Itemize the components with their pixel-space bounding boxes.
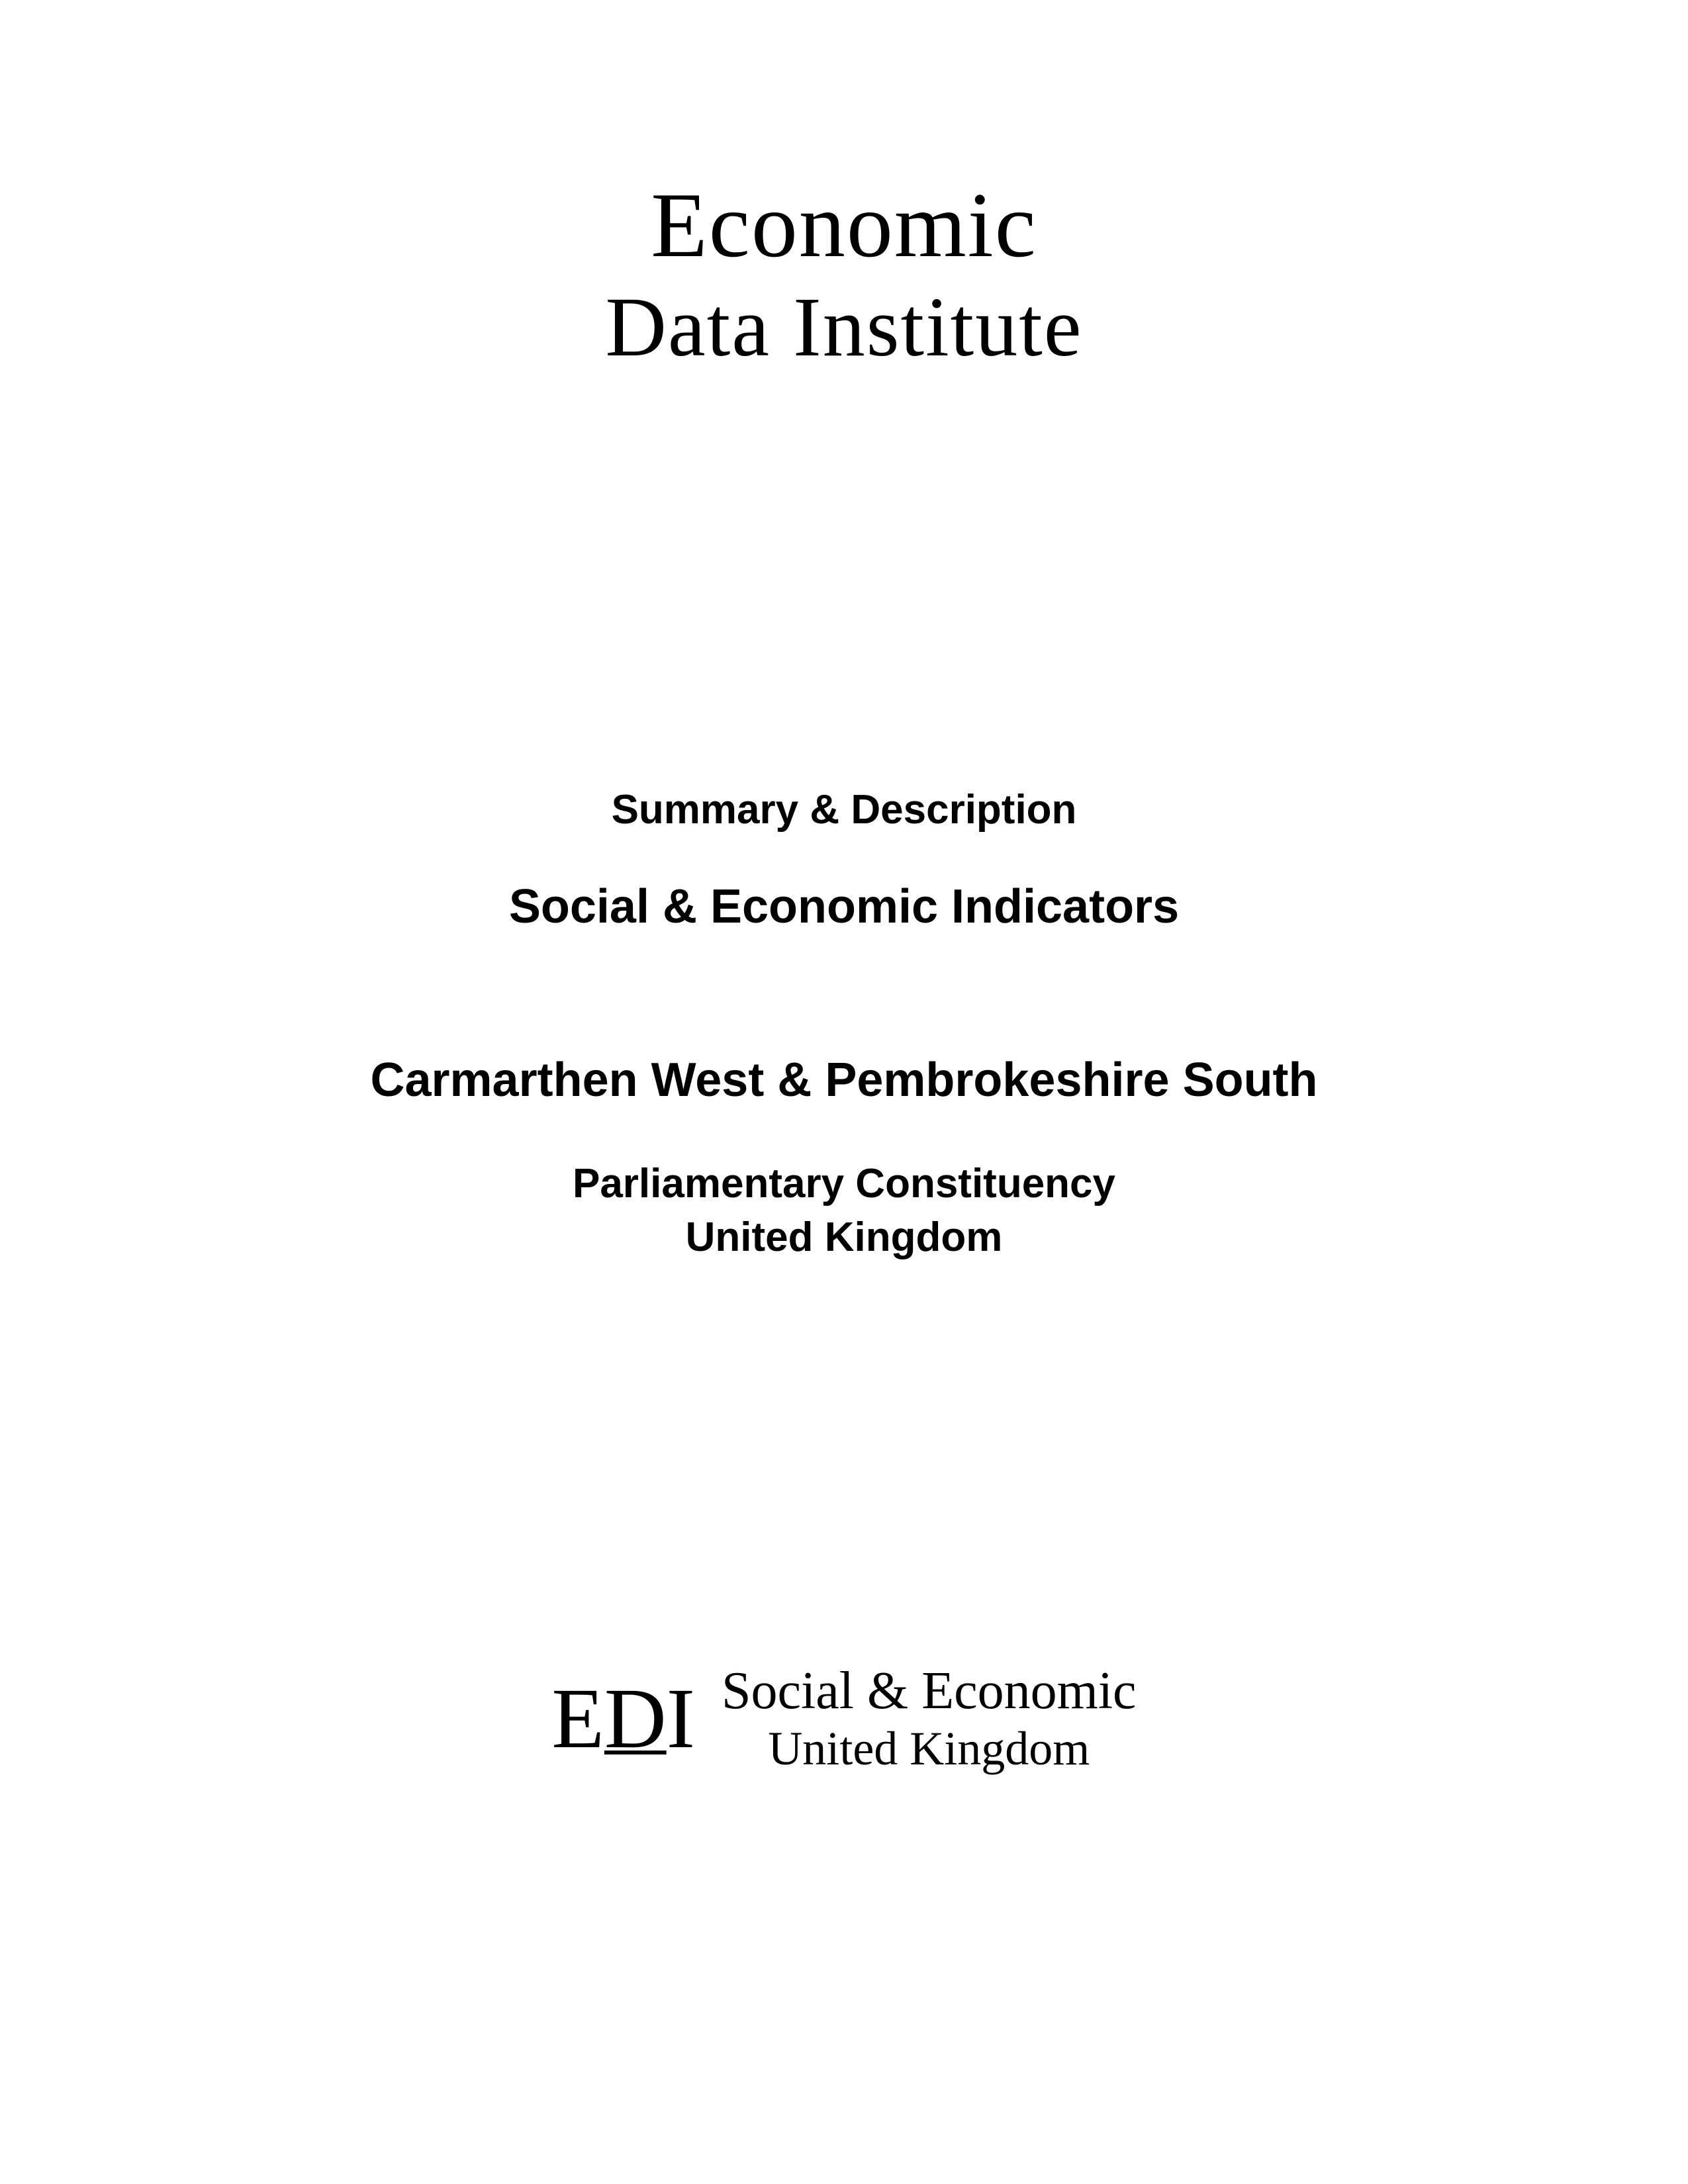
edi-text: Social & Economic United Kingdom (722, 1661, 1137, 1776)
constituency-name: Carmarthen West & Pembrokeshire South (370, 1053, 1317, 1107)
country-label: United Kingdom (370, 1214, 1317, 1261)
edi-text-line1: Social & Economic (722, 1661, 1137, 1721)
edi-mark: EDI (551, 1669, 695, 1768)
summary-description-label: Summary & Description (370, 786, 1317, 833)
top-logo-line2: Data Institute (605, 279, 1082, 376)
middle-section: Summary & Description Social & Economic … (370, 786, 1317, 1261)
edi-letter-d: D (604, 1669, 667, 1768)
edi-letter-e: E (551, 1669, 604, 1768)
edi-text-line2: United Kingdom (722, 1721, 1137, 1776)
bottom-logo: EDI Social & Economic United Kingdom (551, 1661, 1136, 1776)
edi-letter-i: I (667, 1669, 695, 1768)
top-logo-line1: Economic (605, 172, 1082, 279)
constituency-type: Parliamentary Constituency (370, 1160, 1317, 1207)
indicators-title: Social & Economic Indicators (370, 880, 1317, 934)
top-logo: Economic Data Institute (605, 172, 1082, 376)
